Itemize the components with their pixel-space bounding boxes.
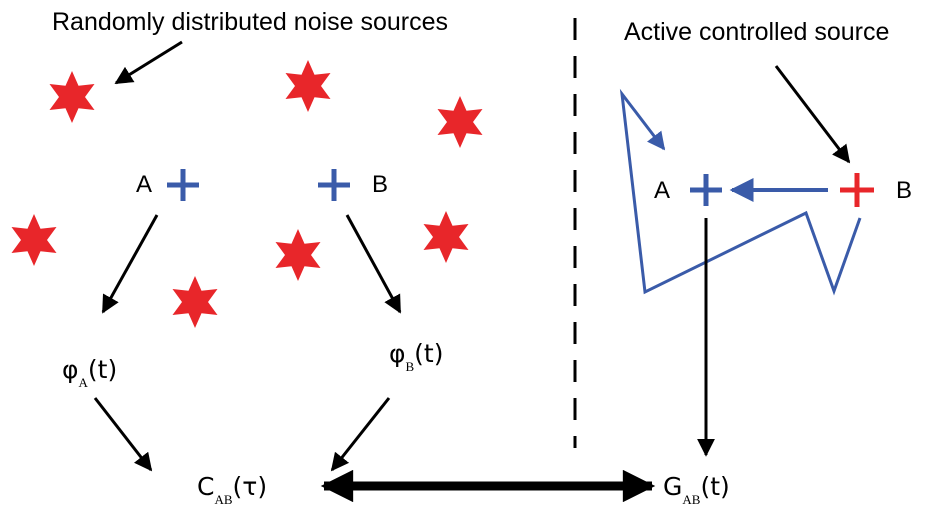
- left-label-a: A: [136, 171, 152, 198]
- noise-star-icon: [438, 96, 483, 148]
- right-source-b-icon: [840, 173, 874, 207]
- title-pointer-arrow-right: [776, 66, 849, 162]
- right-label-a: A: [654, 177, 670, 204]
- phi-a-label: φA(t): [62, 355, 117, 390]
- noise-star-icon: [424, 211, 469, 263]
- noise-star-icon: [12, 214, 57, 266]
- title-pointer-arrow: [116, 42, 182, 83]
- noise-star-icon: [50, 71, 95, 123]
- left-receiver-b-icon: [318, 169, 350, 201]
- noise-star-icon: [276, 229, 321, 281]
- right-label-b: B: [896, 177, 912, 204]
- c-ab-label: CAB(τ): [197, 472, 267, 507]
- right-title: Active controlled source: [624, 18, 889, 46]
- noise-star-icon: [173, 276, 218, 328]
- g-ab-label: GAB(t): [663, 472, 730, 507]
- arrow-b-to-phi-b: [347, 215, 400, 312]
- phi-b-label: φB(t): [389, 339, 443, 374]
- left-label-b: B: [372, 171, 388, 198]
- noise-star-icon: [286, 60, 331, 112]
- arrow-a-to-phi-a: [103, 215, 157, 312]
- arrow-phi-b-to-c: [332, 398, 389, 470]
- arrow-phi-a-to-c: [95, 398, 151, 470]
- right-receiver-a-icon: [690, 174, 722, 206]
- left-title: Randomly distributed noise sources: [52, 8, 448, 36]
- noise-sources: [12, 60, 483, 328]
- left-receiver-a-icon: [167, 169, 199, 201]
